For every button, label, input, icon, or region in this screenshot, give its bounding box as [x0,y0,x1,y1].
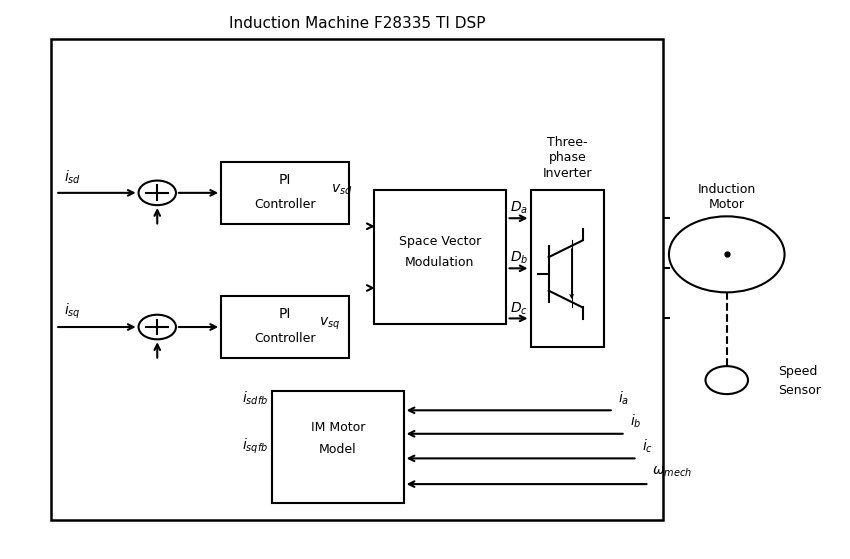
Text: PI: PI [279,173,291,187]
Bar [374,190,506,324]
Text: $i_{sdfb}$: $i_{sdfb}$ [241,389,268,407]
Text: Induction Machine F28335 TI DSP: Induction Machine F28335 TI DSP [229,16,485,31]
Bar [272,391,404,503]
Text: $\omega_{mech}$: $\omega_{mech}$ [652,465,692,479]
Text: Induction: Induction [698,183,756,196]
Text: $v_{sq}$: $v_{sq}$ [319,316,340,333]
Text: $i_{sq}$: $i_{sq}$ [64,302,81,321]
Bar [221,162,348,224]
Text: $i_b$: $i_b$ [630,413,642,430]
Text: Space Vector: Space Vector [399,235,481,248]
Text: IM Motor: IM Motor [311,421,365,434]
Text: $v_{sd}$: $v_{sd}$ [332,183,353,197]
Circle shape [669,216,785,292]
Bar [51,39,663,520]
Bar [531,190,604,347]
Text: Speed: Speed [778,365,817,378]
Circle shape [139,315,176,339]
Text: $D_a$: $D_a$ [510,200,528,216]
Text: Three-: Three- [547,136,587,149]
Text: Sensor: Sensor [778,383,820,397]
Text: $D_b$: $D_b$ [510,250,529,267]
Text: $D_c$: $D_c$ [510,300,528,316]
Bar [221,296,348,358]
Circle shape [139,181,176,205]
Text: $i_{sqfb}$: $i_{sqfb}$ [241,437,268,456]
Text: $i_c$: $i_c$ [642,437,653,455]
Text: Modulation: Modulation [405,256,474,269]
Text: Motor: Motor [709,197,745,211]
Text: Controller: Controller [254,197,315,211]
Text: PI: PI [279,307,291,321]
Text: Model: Model [319,443,357,457]
Text: Controller: Controller [254,331,315,345]
Text: Inverter: Inverter [542,167,592,180]
Text: phase: phase [548,151,586,164]
Text: $i_a$: $i_a$ [618,389,629,407]
Circle shape [706,366,748,394]
Text: $i_{sd}$: $i_{sd}$ [64,168,81,186]
